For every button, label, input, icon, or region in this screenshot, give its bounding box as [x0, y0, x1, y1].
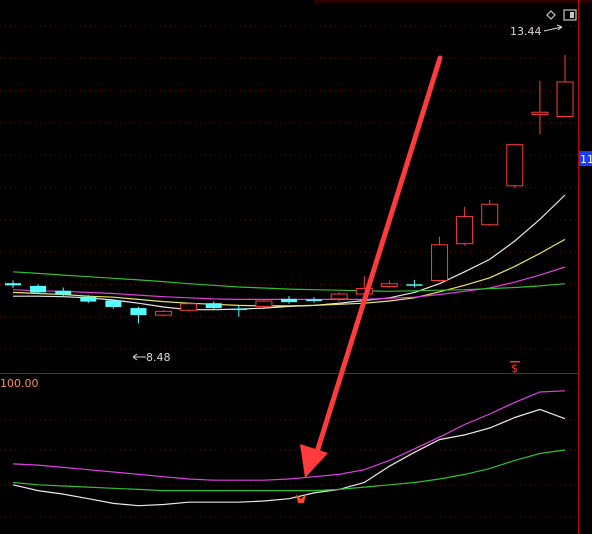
moving-average-lines [12, 194, 566, 311]
candle-body-up [506, 144, 524, 187]
toolbar-strip [314, 0, 592, 3]
candle-body-up [380, 283, 398, 287]
low-price-label: 8.48 [146, 351, 171, 364]
candlestick-series [5, 54, 574, 324]
candle-body-down [5, 283, 21, 286]
price-tag-text: 11 [580, 153, 592, 166]
indicator-line [12, 408, 566, 507]
indicator-level-label: 100.00 [0, 377, 39, 390]
candle-body-down [281, 298, 297, 303]
indicator-lines [12, 390, 566, 507]
candle-body-up [431, 244, 449, 281]
high-price-label: 13.44 [510, 25, 542, 38]
candle-body-up [531, 111, 549, 115]
annotation-arrow [300, 55, 443, 478]
candle-body-up [481, 203, 499, 226]
candle-body-down [30, 285, 47, 293]
candle-body-down [130, 308, 147, 316]
indicator-line [12, 390, 566, 481]
candle-body-up [330, 293, 348, 300]
signal-flag-icon [296, 494, 306, 503]
candle-body-down [306, 299, 323, 302]
candle-body-up [456, 216, 474, 245]
restore-window-icon[interactable] [563, 9, 577, 21]
candle-body-up [180, 303, 198, 311]
price-tag-box [579, 151, 592, 166]
high-price-callout: 13.44 [510, 24, 563, 38]
candle-body-up [255, 300, 273, 307]
candle-body-down [205, 303, 222, 309]
candle-body-down [80, 296, 97, 302]
buy-signal-underline [510, 361, 520, 363]
candle-body-down [105, 300, 122, 307]
moving-average-line [12, 238, 566, 307]
indicator-line [12, 449, 566, 492]
candle-body-down [406, 284, 423, 286]
candle-body-down [55, 290, 72, 295]
moving-average-line [12, 271, 566, 292]
candle-body-down [230, 308, 247, 311]
price-tag: 11 [579, 151, 592, 166]
buy-signal-marker: $ [511, 362, 518, 375]
low-price-callout: 8.48 [132, 351, 171, 364]
diamond-icon[interactable] [546, 10, 556, 20]
candle-body-up [155, 310, 173, 316]
top-toolbar [314, 0, 592, 3]
candle-body-up [556, 81, 574, 118]
